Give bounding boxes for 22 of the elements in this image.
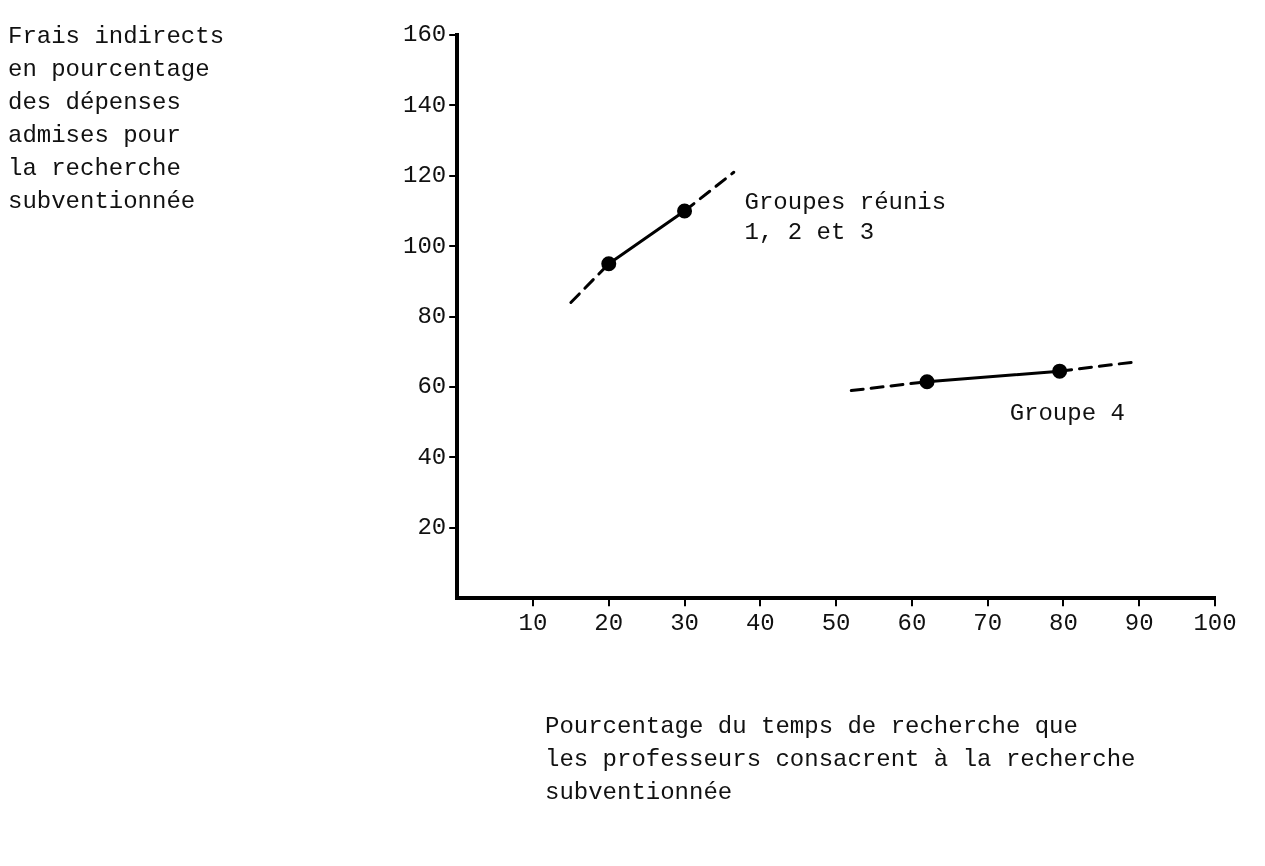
y-tick-label: 100 [402,232,447,260]
text: Groupes réunis 1, 2 et 3 [744,189,947,247]
text: Frais indirects en pourcentage des dépenses admises pour la recherche subventionnée [8,22,225,217]
x-tick-label: 90 [1124,609,1154,637]
y-tick-label: 80 [417,302,447,330]
y-tick-label: 160 [402,21,447,49]
x-tick-label: 60 [897,609,927,637]
x-tick-label: 10 [518,609,548,637]
y-tick-label: 60 [417,373,447,401]
y-tick-label: 40 [417,443,447,471]
x-tick-label: 80 [1049,609,1078,637]
x-tick-label: 100 [1193,609,1237,637]
y-tick-label: 20 [417,514,447,542]
x-tick-label: 30 [670,609,699,637]
x-tick-label: 20 [594,609,624,637]
x-tick-label: 40 [745,609,775,637]
x-tick-label: 70 [973,609,1003,637]
y-tick-label: 140 [402,91,447,119]
x-tick-label: 50 [821,609,851,637]
x-axis-title: Pourcentage du temps de recherche que les professeurs consacrent à la recherche subventionnée [545,712,1136,808]
y-tick-label: 120 [402,162,447,190]
series-label: Groupe 4 [1009,399,1125,427]
